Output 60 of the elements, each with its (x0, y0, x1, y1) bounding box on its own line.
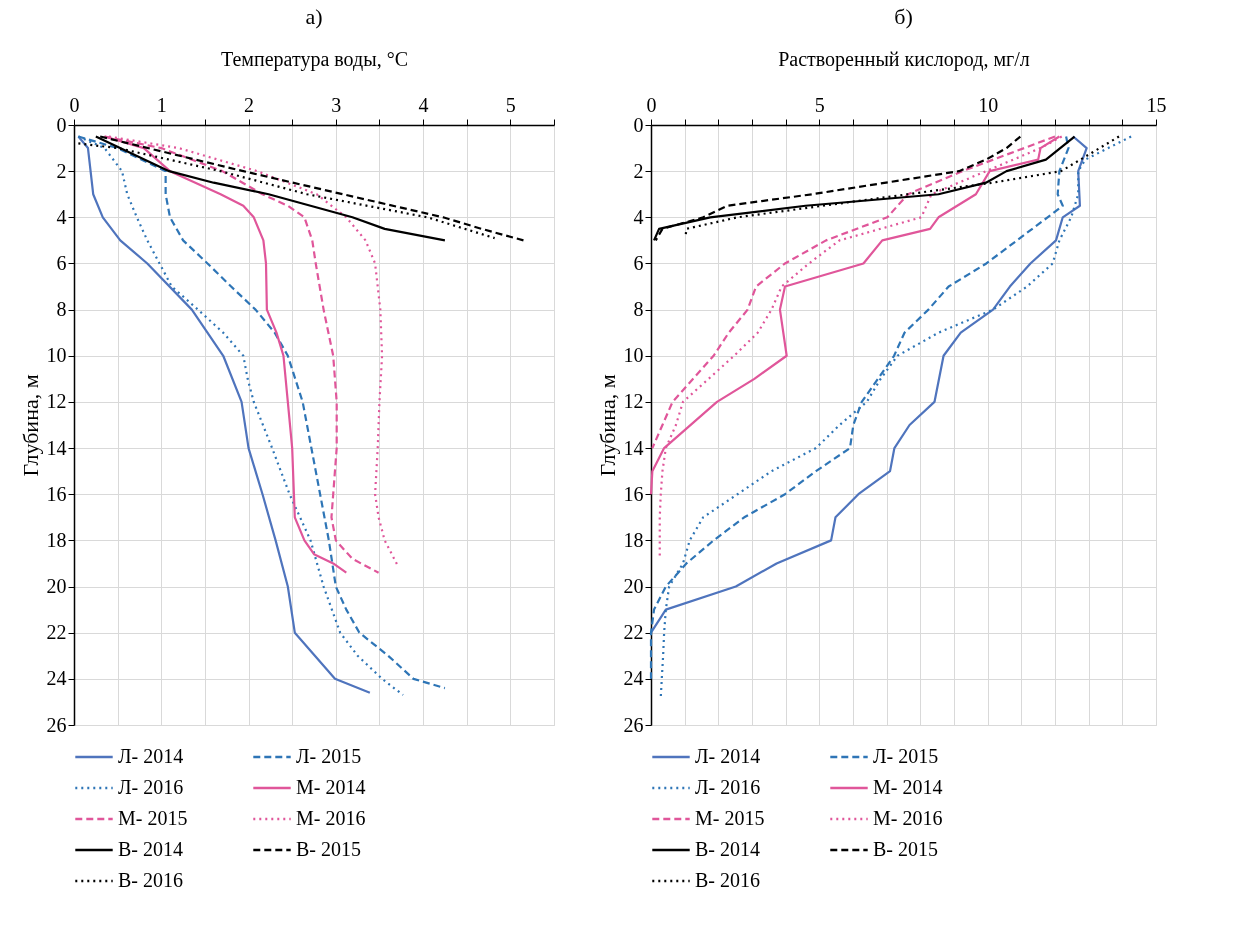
legend-label: Л- 2015 (296, 745, 362, 767)
legend-label: Л- 2015 (873, 745, 939, 767)
x-tick-label: 5 (814, 93, 825, 116)
chart-title: б) (894, 4, 913, 29)
y-tick-label: 24 (46, 667, 67, 690)
y-tick-label: 14 (623, 436, 644, 459)
y-axis-title: Глубина, м (17, 374, 43, 477)
y-tick-label: 12 (623, 390, 644, 413)
legend-label: Л- 2014 (695, 745, 761, 767)
legend-label: М- 2016 (296, 807, 366, 829)
y-tick-label: 16 (46, 482, 67, 505)
legend-label: Л- 2016 (118, 776, 184, 798)
y-axis-title: Глубина, м (594, 374, 620, 477)
legend-label: М- 2015 (118, 807, 188, 829)
legend-label: В- 2014 (695, 838, 760, 860)
x-tick-label: 4 (418, 93, 429, 116)
x-tick-label: 5 (505, 93, 516, 116)
x-tick-label: 15 (1146, 93, 1167, 116)
x-tick-label: 2 (244, 93, 255, 116)
x-axis-title: Температура воды, °C (221, 47, 408, 71)
y-tick-label: 22 (46, 621, 67, 644)
y-tick-label: 8 (56, 298, 67, 321)
legend-label: В- 2014 (118, 838, 183, 860)
y-tick-label: 10 (623, 344, 644, 367)
y-tick-label: 6 (633, 251, 644, 274)
legend-label: В- 2015 (873, 838, 938, 860)
legend-label: М- 2016 (873, 807, 943, 829)
y-tick-label: 26 (46, 713, 67, 736)
x-tick-label: 3 (331, 93, 342, 116)
legend-label: В- 2015 (296, 838, 361, 860)
y-tick-label: 24 (623, 667, 644, 690)
legend-label: Л- 2014 (118, 745, 184, 767)
x-tick-label: 1 (156, 93, 167, 116)
y-tick-label: 22 (623, 621, 644, 644)
y-tick-label: 16 (623, 482, 644, 505)
legend-label: М- 2014 (873, 776, 943, 798)
legend-label: В- 2016 (695, 869, 760, 891)
y-tick-label: 2 (633, 159, 644, 182)
y-tick-label: 18 (623, 528, 644, 551)
legend-label: М- 2014 (296, 776, 366, 798)
y-tick-label: 4 (633, 205, 644, 228)
y-tick-label: 20 (623, 575, 644, 598)
legend-label: В- 2016 (118, 869, 183, 891)
y-tick-label: 12 (46, 390, 67, 413)
y-tick-label: 18 (46, 528, 67, 551)
y-tick-label: 20 (46, 575, 67, 598)
x-axis-title: Растворенный кислород, мг/л (778, 47, 1030, 71)
y-tick-label: 14 (46, 436, 67, 459)
x-tick-label: 10 (978, 93, 999, 116)
y-tick-label: 4 (56, 205, 67, 228)
y-tick-label: 0 (633, 113, 644, 136)
y-tick-label: 8 (633, 298, 644, 321)
y-tick-label: 6 (56, 251, 67, 274)
y-tick-label: 10 (46, 344, 67, 367)
chart-title: а) (305, 4, 323, 29)
y-tick-label: 2 (56, 159, 67, 182)
legend-label: Л- 2016 (695, 776, 761, 798)
legend-label: М- 2015 (695, 807, 765, 829)
y-tick-label: 26 (623, 713, 644, 736)
y-tick-label: 0 (56, 113, 67, 136)
